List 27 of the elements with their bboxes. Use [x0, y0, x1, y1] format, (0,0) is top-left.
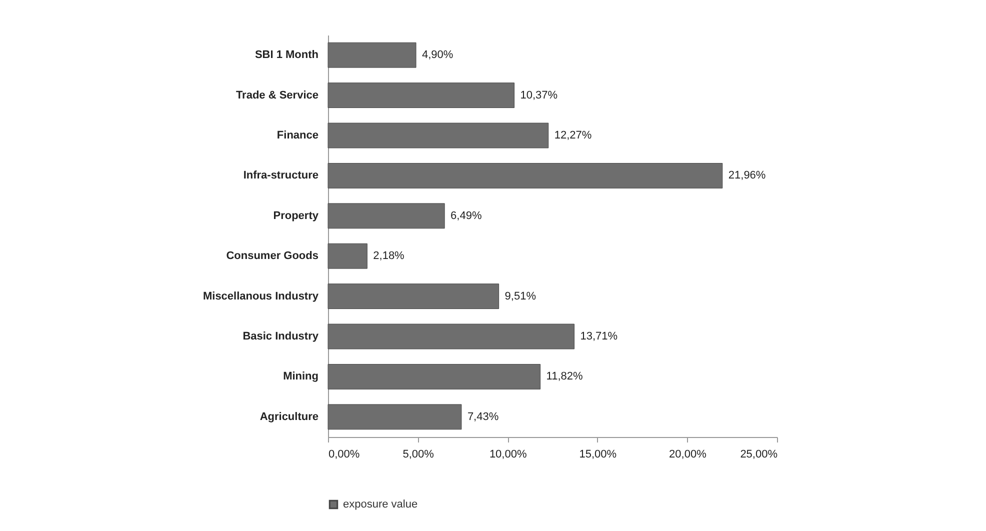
data-label: 11,82%	[546, 370, 583, 383]
y-tick-label: Infra-structure	[243, 170, 318, 182]
y-tick-label: Basic Industry	[242, 330, 320, 342]
data-label: 4,90%	[422, 49, 454, 62]
data-label: 9,51%	[504, 290, 536, 302]
data-label: 12,27%	[554, 130, 592, 142]
y-tick-label: Trade & Service	[236, 89, 318, 102]
y-tick-label: SBI 1 Month	[254, 49, 319, 62]
data-label: 2,18%	[373, 250, 405, 262]
data-label: 21,96%	[728, 170, 766, 182]
y-tick-label: Mining	[283, 370, 318, 383]
data-label: 7,43%	[467, 410, 499, 423]
x-tick-label: 0,00%	[328, 448, 360, 460]
y-tick-label: Agriculture	[260, 410, 318, 423]
x-tick-label: 10,00%	[489, 448, 527, 460]
x-tick-label: 25,00%	[740, 448, 778, 460]
y-tick-label: Finance	[276, 130, 318, 142]
y-tick-label: Consumer Goods	[226, 250, 318, 262]
data-label: 6,49%	[450, 210, 482, 222]
x-tick-label: 5,00%	[402, 448, 434, 460]
legend-label: exposure value	[343, 498, 418, 510]
y-tick-label: Miscellanous Industry	[202, 290, 320, 302]
data-label: 10,37%	[520, 89, 558, 102]
data-label: 13,71%	[580, 330, 618, 342]
x-tick-label: 15,00%	[579, 448, 617, 460]
x-tick-label: 20,00%	[669, 448, 707, 460]
y-tick-label: Property	[273, 210, 320, 222]
